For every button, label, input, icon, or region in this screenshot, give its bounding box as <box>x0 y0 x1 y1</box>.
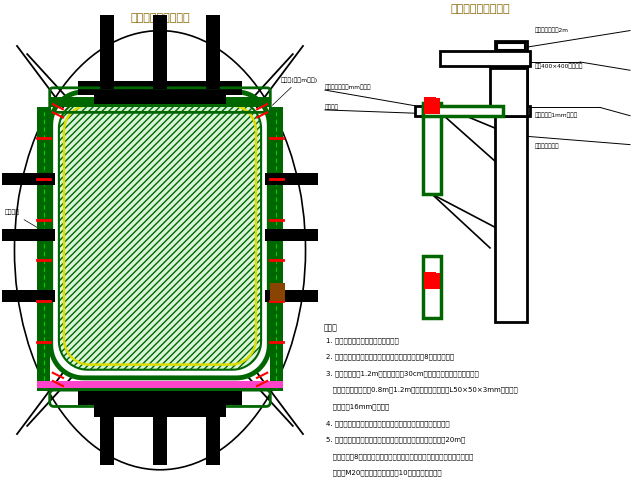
Bar <box>50 381 270 391</box>
Bar <box>206 395 220 465</box>
Text: 5. 中组支架与墩身接触的连接方式，文架水平杆插成墩身设有20m长: 5. 中组支架与墩身接触的连接方式，文架水平杆插成墩身设有20m长 <box>326 436 465 443</box>
Text: 遮围老，高度分别为0.8m和1.2m。栏杆足材为，立柱L50×50×3mm角钢，围: 遮围老，高度分别为0.8m和1.2m。栏杆足材为，立柱L50×50×3mm角钢，… <box>326 387 518 393</box>
Bar <box>424 273 440 289</box>
Bar <box>93 92 227 104</box>
Text: 围栏管柱（直径mm的钢）: 围栏管柱（直径mm的钢） <box>325 84 371 90</box>
Bar <box>270 283 285 301</box>
Text: 承台立面（1mm角钢）: 承台立面（1mm角钢） <box>535 113 578 119</box>
Bar <box>50 97 270 107</box>
Bar <box>153 15 167 89</box>
Bar <box>490 68 527 116</box>
Bar <box>78 391 242 406</box>
Text: 承台立面: 承台立面 <box>4 210 47 233</box>
Bar <box>38 381 282 388</box>
Bar <box>424 97 440 114</box>
Text: 老用直径16mm的圆钩，: 老用直径16mm的圆钩， <box>326 403 390 410</box>
Text: 直角弯头（8号槽钢），直接嵌入预设顶反水平箱钩内侧，斜杆在接近横板: 直角弯头（8号槽钢），直接嵌入预设顶反水平箱钩内侧，斜杆在接近横板 <box>326 453 474 460</box>
Bar <box>440 51 530 66</box>
Text: 2. 墩身施工作业平台采用三角形中组立架，压杆为8号槽钢制作，: 2. 墩身施工作业平台采用三角形中组立架，压杆为8号槽钢制作， <box>326 354 454 360</box>
Bar <box>265 290 318 302</box>
Polygon shape <box>59 100 261 370</box>
Bar <box>100 395 114 465</box>
Bar <box>100 15 114 89</box>
Text: 3. 支架外侧设置1.2m高防护栏杆和30cm高脚踏板，双向防护栏杆设网: 3. 支架外侧设置1.2m高防护栏杆和30cm高脚踏板，双向防护栏杆设网 <box>326 370 479 377</box>
Bar <box>153 395 167 465</box>
Bar <box>206 15 220 89</box>
Text: 1. 图中标注的数据均以毫米单位计。: 1. 图中标注的数据均以毫米单位计。 <box>326 337 399 344</box>
Text: 4. 单个中组支架的各个构件及护栏立柱均采用闭端链条螺力九。: 4. 单个中组支架的各个构件及护栏立柱均采用闭端链条螺力九。 <box>326 420 450 427</box>
Bar <box>265 173 318 185</box>
Text: 端通过M20高强螺栓与接规盘向10号槽钢钩动连接，: 端通过M20高强螺栓与接规盘向10号槽钢钩动连接， <box>326 469 442 476</box>
Bar <box>78 81 242 95</box>
Bar <box>93 405 227 417</box>
Bar <box>423 103 441 194</box>
Text: 防固内侧防护网: 防固内侧防护网 <box>535 144 559 149</box>
Bar <box>2 229 55 241</box>
Bar <box>424 96 436 105</box>
Text: 围栏顶端板过上2m: 围栏顶端板过上2m <box>535 28 569 34</box>
Bar <box>265 229 318 241</box>
Bar <box>38 107 50 391</box>
Bar <box>423 106 503 116</box>
Bar <box>424 272 436 280</box>
Text: 护栏400×400护栏立柱: 护栏400×400护栏立柱 <box>535 63 584 69</box>
Bar <box>497 43 525 49</box>
Text: 作业平台断面示意图: 作业平台断面示意图 <box>450 4 510 14</box>
Bar <box>2 173 55 185</box>
Bar <box>2 290 55 302</box>
Text: 作业平台平面示意图: 作业平台平面示意图 <box>130 13 190 23</box>
Text: 说明：: 说明： <box>323 323 337 332</box>
Text: 护栏管(直径m钢杆): 护栏管(直径m钢杆) <box>272 77 317 105</box>
Bar <box>270 107 282 391</box>
Bar <box>415 106 530 116</box>
Text: 承台立面: 承台立面 <box>325 105 339 110</box>
Bar <box>423 256 441 318</box>
Bar <box>495 41 527 322</box>
